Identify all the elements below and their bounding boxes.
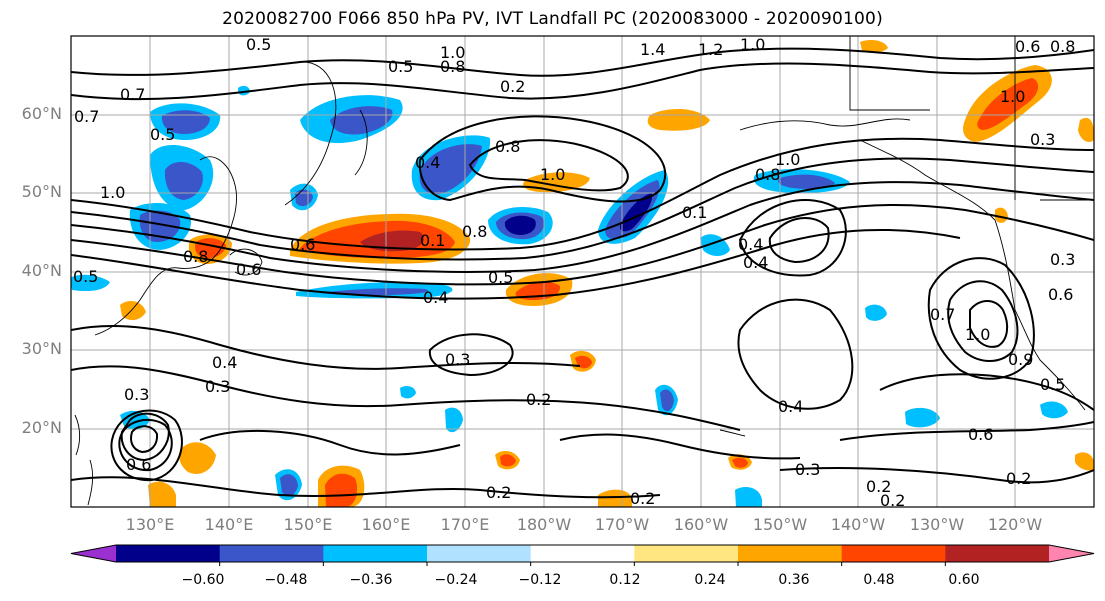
- contour-label: 0.3: [205, 377, 230, 396]
- contour-label: 1.0: [1000, 87, 1025, 106]
- contour-label: 0.5: [1040, 375, 1065, 394]
- contour-label: 0.3: [445, 350, 470, 369]
- contour-label: 0.7: [120, 85, 145, 104]
- colorbar-segment: [738, 545, 843, 562]
- contour-label: 0.5: [246, 35, 271, 54]
- colorbar-segment: [945, 545, 1050, 562]
- lon-label: 140°E: [204, 515, 254, 534]
- contour-label: 0.8: [440, 57, 465, 76]
- contour-label: 0.8: [1050, 37, 1075, 56]
- colorbar-tick-label: 0.60: [948, 572, 980, 588]
- contour-label: 0.2: [500, 77, 525, 96]
- lon-label: 160°E: [361, 515, 411, 534]
- colorbar-segment: [841, 545, 946, 562]
- ivt-contours: [71, 47, 1094, 499]
- contour-label: 0.7: [74, 107, 99, 126]
- colorbar-tick-label: −0.60: [181, 572, 225, 588]
- contour-label: 0.8: [462, 222, 487, 241]
- contour-label: 0.5: [73, 267, 98, 286]
- lon-label: 180°W: [516, 515, 572, 534]
- contour-label: 0.3: [1030, 130, 1055, 149]
- colorbar-segment: [323, 545, 428, 562]
- contour-label: 0.2: [1006, 469, 1031, 488]
- colorbar-tick-label: −0.12: [518, 572, 562, 588]
- colorbar-tick-label: 0.24: [694, 572, 726, 588]
- contour-label: 0.2: [630, 489, 655, 508]
- contour-label: 1.0: [740, 35, 765, 54]
- contour-label: 0.1: [682, 203, 707, 222]
- lon-label: 130°W: [909, 515, 965, 534]
- colorbar-segment: [1049, 545, 1094, 562]
- colorbar-tick-label: 0.12: [609, 572, 641, 588]
- lat-label: 50°N: [21, 182, 62, 201]
- contour-label: 1.0: [775, 150, 800, 169]
- contour-label: 1.2: [698, 40, 723, 59]
- colorbar-segment: [427, 545, 532, 562]
- contour-label: 1.0: [100, 183, 125, 202]
- contour-label: 0.8: [755, 165, 780, 184]
- contour-label: 1.0: [440, 43, 465, 62]
- colorbar-outline: [70, 544, 1095, 563]
- coastlines: [74, 36, 1094, 506]
- contour-label: 0.6: [1048, 285, 1073, 304]
- contour-label: 0.4: [743, 253, 768, 272]
- contour-label: 0.6: [236, 260, 261, 279]
- contour-label: 0.5: [488, 268, 513, 287]
- lat-label: 20°N: [21, 418, 62, 437]
- contour-label: 0.4: [423, 288, 448, 307]
- contour-label: 0.6: [290, 235, 315, 254]
- contour-label: 0.4: [212, 353, 237, 372]
- contour-label: 0.4: [778, 397, 803, 416]
- contour-label: 0.1: [420, 231, 445, 250]
- colorbar-tick-label: 0.36: [778, 572, 810, 588]
- colorbar-segment: [71, 545, 116, 562]
- contour-label: 1.0: [540, 165, 565, 184]
- chart-title: 2020082700 F066 850 hPa PV, IVT Landfall…: [222, 9, 883, 29]
- colorbar-tick-label: −0.48: [264, 572, 308, 588]
- contour-label: 0.2: [486, 483, 511, 502]
- colorbar-segment: [634, 545, 739, 562]
- colorbar-segment: [530, 545, 635, 562]
- colorbar-segment: [116, 545, 221, 562]
- contour-label: 0.6: [1015, 37, 1040, 56]
- contour-label: 0.5: [150, 125, 175, 144]
- contour-label: 0.4: [415, 153, 440, 172]
- lon-label: 160°W: [673, 515, 729, 534]
- lon-label: 130°E: [125, 515, 175, 534]
- contour-label: 0.4: [738, 235, 763, 254]
- contour-label: 0.6: [126, 455, 151, 474]
- lon-label: 150°W: [752, 515, 808, 534]
- contour-label: 0.6: [968, 425, 993, 444]
- contour-label: 0.5: [388, 57, 413, 76]
- lon-label: 170°E: [440, 515, 490, 534]
- lat-label: 40°N: [21, 261, 62, 280]
- contour-label: 0.8: [495, 137, 520, 156]
- lon-label: 140°W: [830, 515, 886, 534]
- contour-label: 1.4: [640, 40, 665, 59]
- contour-label: 0.2: [866, 477, 891, 496]
- contour-label: 0.3: [1050, 250, 1075, 269]
- contour-label: 0.8: [183, 247, 208, 266]
- map-frame: [70, 35, 1095, 508]
- colorbar-tick-label: −0.36: [349, 572, 393, 588]
- colorbar-tick-label: 0.48: [863, 572, 895, 588]
- lat-label: 60°N: [21, 104, 62, 123]
- contour-label: 0.3: [124, 385, 149, 404]
- contour-label: 0.3: [795, 460, 820, 479]
- contour-label: 0.9: [1008, 350, 1033, 369]
- lat-label: 30°N: [21, 339, 62, 358]
- lon-label: 120°W: [987, 515, 1043, 534]
- colorbar-tick-label: −0.24: [434, 572, 478, 588]
- contour-labels: 0.5 0.5 1.0 0.8 1.4 1.2 1.0 0.6 0.8 0.7 …: [73, 35, 1075, 510]
- contour-label: 1.0: [965, 325, 990, 344]
- contour-label: 0.2: [880, 491, 905, 510]
- lon-label: 170°W: [594, 515, 650, 534]
- lon-label: 150°E: [283, 515, 333, 534]
- colorbar-segment: [219, 545, 324, 562]
- contour-label: 0.7: [930, 305, 955, 324]
- contour-label: 0.2: [526, 390, 551, 409]
- colorbar: [70, 544, 1095, 566]
